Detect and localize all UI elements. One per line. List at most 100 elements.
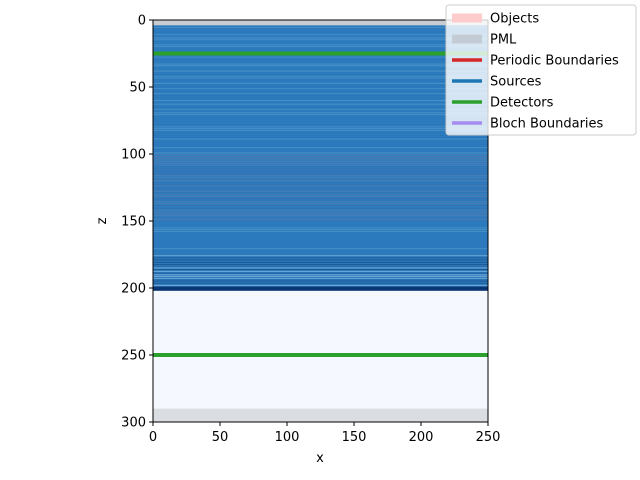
field-stripe xyxy=(153,262,488,264)
legend-label: PML xyxy=(490,33,517,48)
field-stripe xyxy=(153,74,488,75)
field-stripe xyxy=(153,156,488,157)
field-stripe xyxy=(153,199,488,201)
field-stripe xyxy=(153,270,488,272)
field-stripe xyxy=(153,152,488,154)
field-stripe xyxy=(153,121,488,122)
field-stripe xyxy=(153,239,488,241)
field-stripe xyxy=(153,267,488,269)
field-stripe xyxy=(153,79,488,81)
field-stripe xyxy=(153,103,488,105)
field-stripe xyxy=(153,274,488,276)
field-stripe xyxy=(153,70,488,72)
x-axis: 0 50 100 150 200 250 xyxy=(149,422,500,445)
field-stripe xyxy=(153,96,488,98)
field-stripe xyxy=(153,180,488,182)
field-stripe xyxy=(153,149,488,150)
field-stripe xyxy=(153,269,488,271)
field-stripe xyxy=(153,143,488,145)
field-stripe xyxy=(153,203,488,204)
field-stripe xyxy=(153,230,488,232)
field-stripe xyxy=(153,197,488,199)
field-stripe xyxy=(153,107,488,109)
field-stripe xyxy=(153,60,488,61)
x-tick-label: 200 xyxy=(409,430,434,445)
field-stripe xyxy=(153,190,488,192)
field-stripe xyxy=(153,136,488,138)
field-stripe xyxy=(153,265,488,267)
field-stripe xyxy=(153,232,488,234)
field-stripe xyxy=(153,63,488,65)
y-tick-label: 50 xyxy=(129,81,146,96)
field-stripe xyxy=(153,56,488,58)
field-stripe xyxy=(153,140,488,142)
field-stripe xyxy=(153,93,488,95)
field-stripe xyxy=(153,89,488,91)
field-stripe xyxy=(153,32,488,34)
field-stripe xyxy=(153,28,488,30)
y-tick-label: 100 xyxy=(121,148,146,163)
field-stripe xyxy=(153,108,488,110)
x-tick-label: 100 xyxy=(275,430,300,445)
field-stripe xyxy=(153,67,488,68)
field-stripe xyxy=(153,65,488,67)
field-stripe xyxy=(153,166,488,168)
y-axis-label: z xyxy=(95,217,110,224)
field-stripe xyxy=(153,110,488,112)
field-stripe xyxy=(153,34,488,35)
field-stripe xyxy=(153,243,488,244)
field-stripe xyxy=(153,161,488,163)
field-stripe xyxy=(153,183,488,185)
y-tick-label: 200 xyxy=(121,282,146,297)
region-PML xyxy=(153,408,488,422)
field-stripe xyxy=(153,196,488,197)
field-stripe xyxy=(153,276,488,278)
legend-label: Objects xyxy=(490,12,539,27)
field-stripe xyxy=(153,192,488,194)
field-stripe xyxy=(153,49,488,51)
field-stripe xyxy=(153,264,488,265)
field-stripe xyxy=(153,72,488,74)
x-tick-label: 50 xyxy=(212,430,229,445)
y-tick-label: 150 xyxy=(121,215,146,230)
field-stripe xyxy=(153,283,488,284)
legend-label: Detectors xyxy=(490,96,554,111)
field-stripe xyxy=(153,105,488,107)
field-stripe xyxy=(153,168,488,170)
legend-label: Sources xyxy=(490,75,542,90)
field-stripe xyxy=(153,279,488,281)
field-stripe xyxy=(153,61,488,63)
field-stripe xyxy=(153,126,488,128)
field-stripe xyxy=(153,41,488,42)
field-stripe xyxy=(153,135,488,136)
field-stripe xyxy=(153,253,488,255)
field-stripe xyxy=(153,162,488,164)
field-stripe xyxy=(153,157,488,159)
field-stripe xyxy=(153,241,488,243)
field-stripe xyxy=(153,246,488,248)
field-stripe xyxy=(153,86,488,88)
field-stripe xyxy=(153,44,488,46)
field-stripe xyxy=(153,75,488,77)
y-tick-label: 300 xyxy=(121,416,146,431)
field-stripe xyxy=(153,284,488,286)
field-stripe xyxy=(153,150,488,152)
field-stripe xyxy=(153,129,488,131)
y-tick-label: 250 xyxy=(121,349,146,364)
field-stripe xyxy=(153,250,488,251)
field-stripe xyxy=(153,220,488,222)
field-stripe xyxy=(153,260,488,262)
field-stripe xyxy=(153,154,488,156)
field-stripe xyxy=(153,244,488,246)
field-stripe xyxy=(153,58,488,60)
field-stripe xyxy=(153,257,488,258)
field-stripe xyxy=(153,225,488,227)
field-stripe xyxy=(153,81,488,82)
field-stripe xyxy=(153,117,488,119)
field-stripe xyxy=(153,25,488,27)
field-stripe xyxy=(153,112,488,114)
field-stripe xyxy=(153,189,488,190)
field-stripe xyxy=(153,128,488,129)
plot-area xyxy=(153,20,488,422)
field-stripe xyxy=(153,216,488,218)
